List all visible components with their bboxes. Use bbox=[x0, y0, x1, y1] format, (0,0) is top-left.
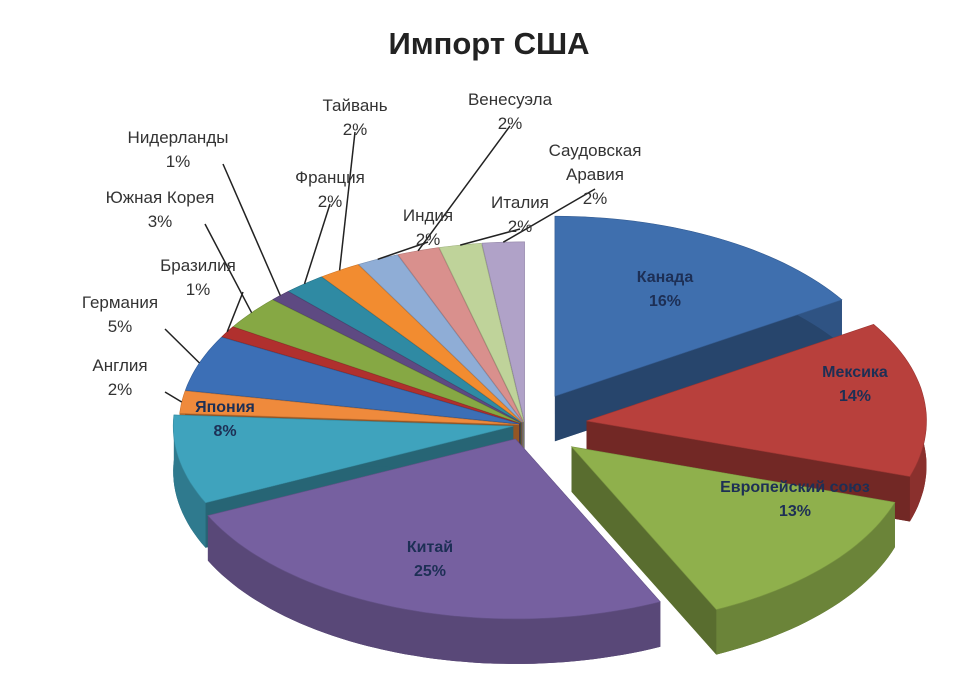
slice bbox=[570, 446, 896, 655]
slice-label: Европейский союз 13% bbox=[720, 476, 870, 524]
leader-line bbox=[303, 203, 331, 285]
value-label: 8% bbox=[213, 423, 237, 440]
slice-side bbox=[571, 446, 717, 655]
slice-label: Франция 2% bbox=[295, 166, 365, 214]
slice bbox=[586, 324, 927, 522]
value-label: 25% bbox=[413, 563, 447, 580]
leader-line bbox=[164, 328, 201, 364]
value-label: 2% bbox=[507, 217, 533, 236]
slice bbox=[481, 241, 525, 422]
leader-line bbox=[164, 391, 183, 403]
category: Венесуэла bbox=[467, 90, 553, 109]
category: Южная Корея bbox=[105, 188, 215, 207]
slice-label: Италия 2% bbox=[491, 191, 549, 239]
slice-label: Венесуэла 2% bbox=[468, 88, 552, 136]
slice bbox=[172, 414, 514, 504]
category: Индия bbox=[402, 206, 454, 225]
chart-title: Импорт США bbox=[388, 26, 590, 61]
category: Европейский союз bbox=[720, 479, 870, 496]
leader-line bbox=[222, 163, 281, 296]
slice-label: Мексика 14% bbox=[822, 361, 888, 409]
leader-line bbox=[460, 228, 521, 246]
slice-label: Германия 5% bbox=[82, 291, 158, 339]
leader-line bbox=[417, 125, 511, 252]
slice bbox=[586, 324, 927, 477]
category: Китай bbox=[406, 539, 454, 556]
leader-line bbox=[502, 188, 596, 243]
value-label: 2% bbox=[582, 189, 608, 208]
value-label: 2% bbox=[342, 120, 368, 139]
slice-label: Саудовская Аравия 2% bbox=[540, 139, 650, 211]
leader-line bbox=[204, 223, 253, 314]
slice bbox=[554, 215, 843, 397]
category: Саудовская Аравия bbox=[548, 141, 642, 184]
slice-label: Китай 25% bbox=[407, 536, 453, 584]
value-label: 14% bbox=[838, 388, 872, 405]
value-label: 5% bbox=[107, 317, 133, 336]
category: Мексика bbox=[822, 364, 888, 381]
value-label: 2% bbox=[317, 192, 343, 211]
value-label: 1% bbox=[165, 152, 191, 171]
leader-line bbox=[377, 241, 429, 261]
value-label: 2% bbox=[497, 114, 523, 133]
category: Италия bbox=[491, 193, 549, 212]
leader-line bbox=[338, 131, 356, 271]
slice-label: Нидерланды 1% bbox=[128, 126, 229, 174]
slice-side bbox=[716, 502, 895, 655]
slice bbox=[207, 438, 661, 620]
slice bbox=[179, 390, 520, 425]
slice-label: Англия 2% bbox=[92, 354, 147, 402]
value-label: 16% bbox=[648, 293, 682, 310]
slice bbox=[232, 299, 521, 424]
value-label: 2% bbox=[107, 380, 133, 399]
category: Нидерланды bbox=[127, 128, 229, 147]
slice-side bbox=[207, 515, 661, 664]
slice bbox=[570, 446, 896, 610]
slice-side bbox=[554, 299, 842, 442]
slice-label: Индия 2% bbox=[403, 204, 453, 252]
value-label: 1% bbox=[185, 280, 211, 299]
category: Англия bbox=[92, 356, 148, 375]
slice-label: Япония 8% bbox=[195, 396, 255, 444]
value-label: 2% bbox=[415, 230, 441, 249]
slice-label: Канада 16% bbox=[637, 266, 693, 314]
category: Бразилия bbox=[160, 256, 236, 275]
category: Тайвань bbox=[322, 96, 388, 115]
leader-line bbox=[226, 291, 244, 333]
slice-label: Тайвань 2% bbox=[322, 94, 387, 142]
value-label: 3% bbox=[147, 212, 173, 231]
slice bbox=[321, 264, 523, 423]
slice bbox=[207, 438, 661, 664]
slice-label: Бразилия 1% bbox=[160, 254, 236, 302]
category: Канада bbox=[636, 269, 694, 286]
slice bbox=[554, 215, 843, 442]
value-label: 13% bbox=[778, 503, 812, 520]
category: Германия bbox=[81, 293, 159, 312]
category: Франция bbox=[295, 168, 365, 187]
category: Япония bbox=[195, 399, 255, 416]
slice-label: Южная Корея 3% bbox=[106, 186, 215, 234]
